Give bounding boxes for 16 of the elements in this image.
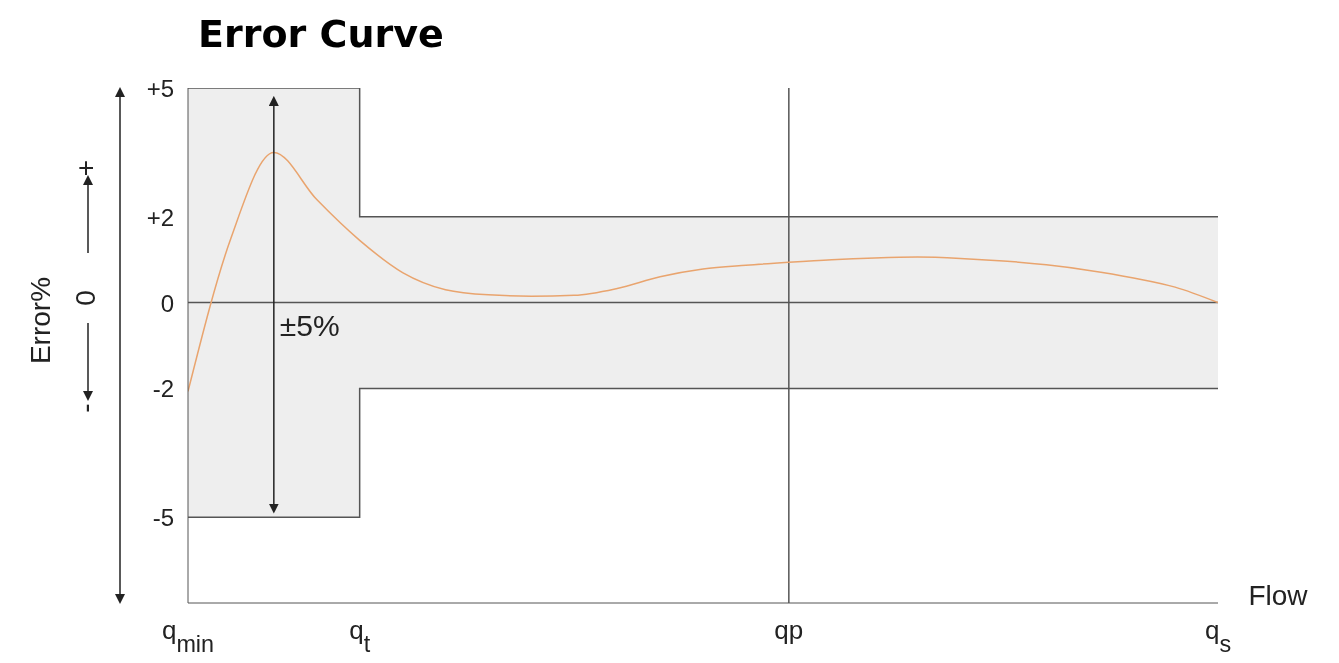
y-tick-label: -5 [152, 504, 174, 532]
y-tick-label: 0 [160, 289, 174, 317]
x-tick-label: q$_{min}$ [161, 615, 215, 657]
x-tick-label: qp [774, 615, 804, 645]
text: 0 [70, 290, 102, 306]
y-tick-label: +5 [146, 75, 174, 102]
y-tick-label: +2 [146, 203, 174, 231]
annotation: ±5% [279, 309, 340, 343]
chart-title: Error Curve [198, 12, 444, 56]
x-tick-label: q$_{t}$ [349, 615, 371, 657]
x-axis-title: Flow [1248, 580, 1309, 611]
text: - [70, 403, 102, 413]
x-tick-label: q$_{s}$ [1204, 615, 1232, 657]
y-tick-label: -2 [152, 375, 174, 403]
y-axis-title: Error% [25, 276, 57, 365]
text: + [70, 159, 102, 177]
